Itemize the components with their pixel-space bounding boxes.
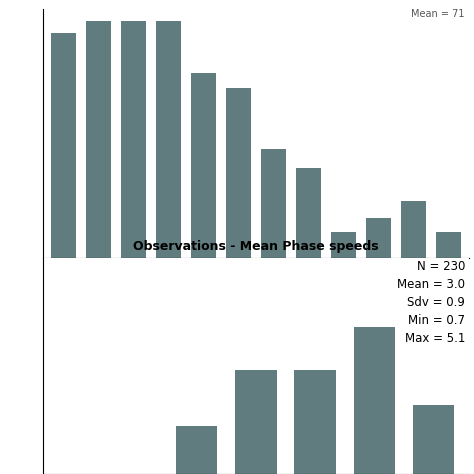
Bar xyxy=(176,427,218,474)
Bar xyxy=(235,370,277,474)
Bar xyxy=(354,327,395,474)
Bar xyxy=(226,88,251,258)
Text: Mean = 71: Mean = 71 xyxy=(411,9,465,19)
Bar xyxy=(413,405,455,474)
Bar xyxy=(51,33,76,258)
Bar xyxy=(294,370,336,474)
X-axis label: Duration (days): Duration (days) xyxy=(197,300,315,313)
Bar xyxy=(121,21,146,258)
Bar xyxy=(366,218,391,258)
Bar xyxy=(86,21,111,258)
Bar xyxy=(191,73,216,258)
Bar xyxy=(401,201,426,258)
Bar xyxy=(296,168,320,258)
Title: Observations - Mean Phase speeds: Observations - Mean Phase speeds xyxy=(133,240,379,253)
Bar xyxy=(261,149,286,258)
Bar xyxy=(331,232,356,258)
Text: N = 230
Mean = 3.0
Sdv = 0.9
Min = 0.7
Max = 5.1: N = 230 Mean = 3.0 Sdv = 0.9 Min = 0.7 M… xyxy=(397,260,465,345)
Bar xyxy=(156,21,181,258)
Bar xyxy=(436,232,461,258)
